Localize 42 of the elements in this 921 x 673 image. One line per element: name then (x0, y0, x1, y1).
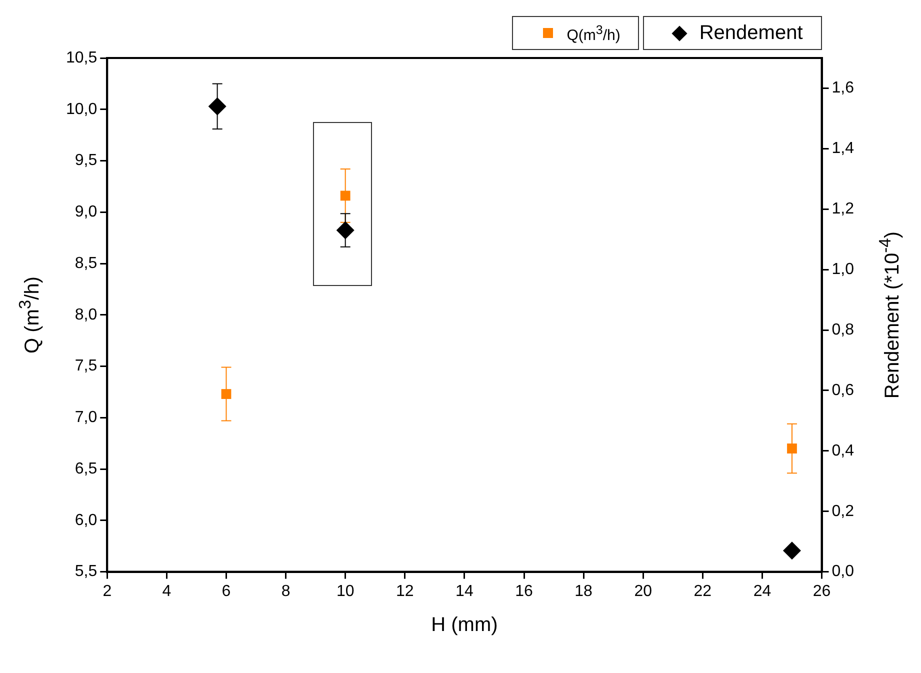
x-tick-label: 22 (694, 582, 712, 600)
y2-tick-label: 1,6 (832, 80, 854, 97)
x-tick-label: 24 (753, 582, 772, 600)
y-tick-label: 10,0 (66, 100, 98, 118)
y-tick-label: 7,0 (74, 409, 98, 426)
x-tick-label: 8 (281, 582, 290, 600)
y-tick-label: 9,5 (74, 152, 98, 170)
y2-tick-label: 0,0 (832, 563, 854, 580)
y2-tick-label: 0,2 (832, 502, 854, 520)
y2-tick-label: 0,6 (832, 382, 854, 399)
y-tick-label: 7,5 (74, 358, 98, 375)
y-tick-label: 6,5 (74, 460, 98, 478)
y2-tick-label: 1,4 (832, 140, 854, 158)
x-tick-label: 14 (456, 582, 474, 600)
point (221, 389, 232, 399)
y2-tick-label: 1,0 (832, 260, 854, 278)
x-tick-label: 2 (102, 582, 112, 600)
y-tick-label: 5,5 (74, 563, 98, 580)
x-tick-label: 10 (336, 582, 354, 600)
y2-tick-label: 0,8 (832, 321, 854, 338)
y-tick-label: 9,0 (74, 204, 98, 221)
y-tick-label: 8,0 (74, 306, 98, 324)
x-tick-label: 26 (812, 582, 831, 600)
x-axis-title: H (mm) (431, 614, 498, 637)
x-tick-label: 18 (574, 582, 593, 600)
x-tick-label: 4 (162, 582, 172, 600)
y2-tick-label: 0,4 (832, 442, 854, 460)
y-tick-label: 10,5 (66, 49, 98, 66)
point (208, 97, 226, 116)
x-tick-label: 6 (222, 582, 231, 600)
legend-label: Rendement (699, 22, 803, 44)
x-tick-label: 12 (396, 582, 414, 600)
legend-label: Q(m$^{3}$/h) (566, 22, 620, 44)
y-tick-label: 6,0 (74, 512, 98, 529)
x-tick-label: 16 (515, 582, 533, 600)
y2-tick-label: 1,2 (832, 200, 854, 218)
point (787, 444, 797, 454)
point (336, 221, 354, 240)
y-tick-label: 8,5 (74, 254, 98, 272)
point (340, 190, 350, 201)
point (782, 542, 801, 560)
x-tick-label: 20 (634, 582, 652, 600)
